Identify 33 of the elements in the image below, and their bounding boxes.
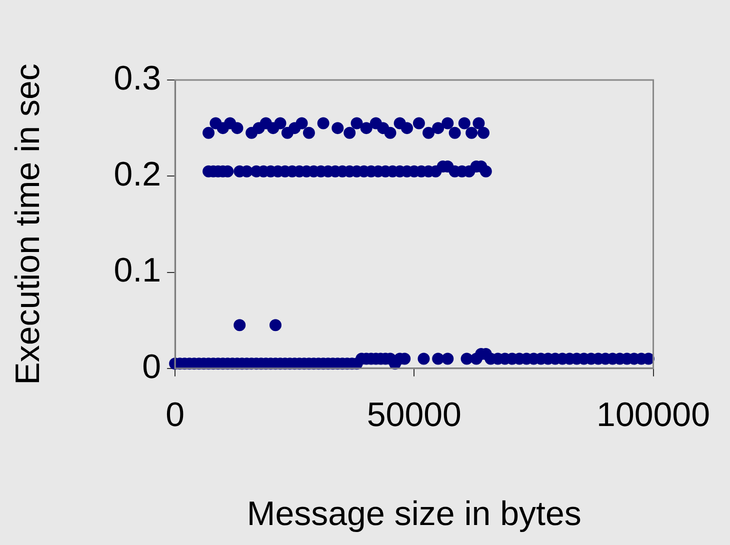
point <box>384 126 396 139</box>
point <box>400 122 413 134</box>
point <box>442 117 454 130</box>
point <box>350 117 363 130</box>
x-axis-title: Message size in bytes <box>246 494 582 533</box>
y-tick-label: 0.2 <box>114 156 162 194</box>
point <box>360 122 372 134</box>
point <box>478 126 490 139</box>
point <box>344 126 356 139</box>
point <box>466 126 478 139</box>
y-axis-title: Execution time in sec <box>8 64 47 385</box>
point <box>432 122 444 134</box>
point <box>448 126 461 139</box>
point <box>412 117 425 130</box>
point <box>202 126 215 139</box>
point <box>274 117 286 130</box>
y-tick-label: 0 <box>142 348 162 386</box>
x-tick-label: 100000 <box>596 396 710 434</box>
x-tick-label: 50000 <box>366 396 462 434</box>
y-tick-label: 0.3 <box>114 59 162 98</box>
point <box>317 117 330 130</box>
point <box>269 319 282 332</box>
x-tick-label: 0 <box>166 396 185 434</box>
point <box>332 122 344 134</box>
point <box>472 117 485 130</box>
point <box>296 117 308 130</box>
point <box>480 165 492 178</box>
y-tick-label: 0.1 <box>114 252 162 290</box>
point <box>458 117 470 130</box>
point <box>231 122 244 134</box>
point <box>422 126 435 139</box>
point <box>302 126 315 139</box>
point <box>234 319 246 332</box>
